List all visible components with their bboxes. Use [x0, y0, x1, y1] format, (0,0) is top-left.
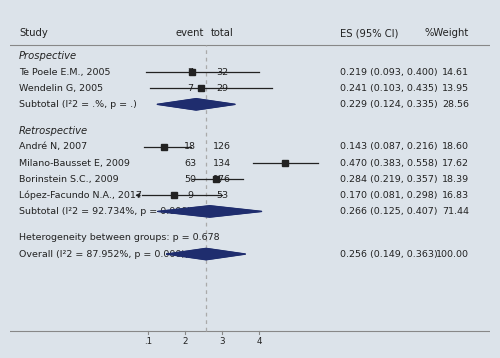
Text: André N, 2007: André N, 2007 [19, 142, 87, 151]
Text: 18.39: 18.39 [442, 175, 469, 184]
Polygon shape [158, 206, 262, 217]
Text: 100.00: 100.00 [436, 250, 469, 258]
Text: 71.44: 71.44 [442, 207, 469, 216]
Text: Borinstein S.C., 2009: Borinstein S.C., 2009 [19, 175, 119, 184]
Text: .1: .1 [144, 338, 152, 347]
Text: 14.61: 14.61 [442, 68, 469, 77]
Text: 32: 32 [216, 68, 228, 77]
Text: 176: 176 [214, 175, 232, 184]
Text: López-Facundo N.A., 2017: López-Facundo N.A., 2017 [19, 190, 142, 200]
Text: Retrospective: Retrospective [19, 126, 88, 136]
Text: Study: Study [19, 28, 48, 38]
Text: event: event [176, 28, 204, 38]
Text: 134: 134 [213, 159, 232, 168]
Text: 3: 3 [220, 338, 225, 347]
Text: %Weight: %Weight [425, 28, 469, 38]
Text: 16.83: 16.83 [442, 191, 469, 200]
Text: 0.143 (0.087, 0.216): 0.143 (0.087, 0.216) [340, 142, 438, 151]
Text: total: total [211, 28, 234, 38]
Text: Subtotal (I²2 = .%, p = .): Subtotal (I²2 = .%, p = .) [19, 100, 137, 109]
Text: 0.266 (0.125, 0.407): 0.266 (0.125, 0.407) [340, 207, 438, 216]
Text: 4: 4 [256, 338, 262, 347]
Text: Prospective: Prospective [19, 51, 78, 61]
Text: 18: 18 [184, 142, 196, 151]
Text: 0.229 (0.124, 0.335): 0.229 (0.124, 0.335) [340, 100, 438, 109]
Text: Overall (I²2 = 87.952%, p = 0.000);: Overall (I²2 = 87.952%, p = 0.000); [19, 250, 188, 258]
Text: 28.56: 28.56 [442, 100, 469, 109]
Polygon shape [166, 248, 246, 260]
Text: Milano-Bausset E, 2009: Milano-Bausset E, 2009 [19, 159, 130, 168]
Text: 7: 7 [187, 68, 193, 77]
Polygon shape [158, 99, 235, 110]
Text: 29: 29 [216, 84, 228, 93]
Text: 63: 63 [184, 159, 196, 168]
Text: 0.241 (0.103, 0.435): 0.241 (0.103, 0.435) [340, 84, 438, 93]
Text: 126: 126 [214, 142, 232, 151]
Text: Wendelin G, 2005: Wendelin G, 2005 [19, 84, 103, 93]
Text: 2: 2 [182, 338, 188, 347]
Text: 7: 7 [187, 84, 193, 93]
Text: Subtotal (I²2 = 92.734%, p = 0.000): Subtotal (I²2 = 92.734%, p = 0.000) [19, 207, 191, 216]
Text: 18.60: 18.60 [442, 142, 469, 151]
Text: 17.62: 17.62 [442, 159, 469, 168]
Text: 13.95: 13.95 [442, 84, 469, 93]
Text: 0.470 (0.383, 0.558): 0.470 (0.383, 0.558) [340, 159, 438, 168]
Text: Heterogeneity between groups: p = 0.678: Heterogeneity between groups: p = 0.678 [19, 233, 220, 242]
Text: 9: 9 [187, 191, 193, 200]
Text: 0.219 (0.093, 0.400): 0.219 (0.093, 0.400) [340, 68, 438, 77]
Text: 0.170 (0.081, 0.298): 0.170 (0.081, 0.298) [340, 191, 438, 200]
Text: 53: 53 [216, 191, 228, 200]
Text: Te Poele E.M., 2005: Te Poele E.M., 2005 [19, 68, 110, 77]
Text: 0.256 (0.149, 0.363): 0.256 (0.149, 0.363) [340, 250, 438, 258]
Text: 50: 50 [184, 175, 196, 184]
Text: ES (95% CI): ES (95% CI) [340, 28, 398, 38]
Text: 0.284 (0.219, 0.357): 0.284 (0.219, 0.357) [340, 175, 438, 184]
